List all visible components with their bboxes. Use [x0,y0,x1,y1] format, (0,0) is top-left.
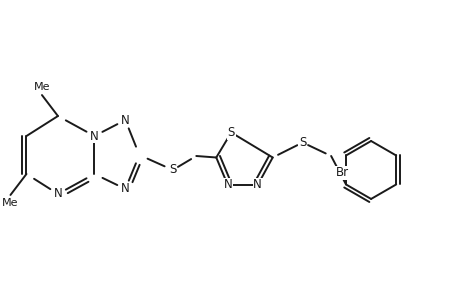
Text: S: S [169,164,176,176]
Text: Me: Me [2,198,19,208]
Text: Br: Br [335,167,348,179]
Text: N: N [223,178,232,191]
Text: N: N [253,178,262,191]
Text: N: N [121,113,129,127]
Text: N: N [121,182,129,196]
Text: N: N [53,188,62,200]
Text: Me: Me [34,82,50,92]
Text: S: S [298,136,306,149]
Text: N: N [90,130,99,142]
Text: S: S [227,126,235,139]
